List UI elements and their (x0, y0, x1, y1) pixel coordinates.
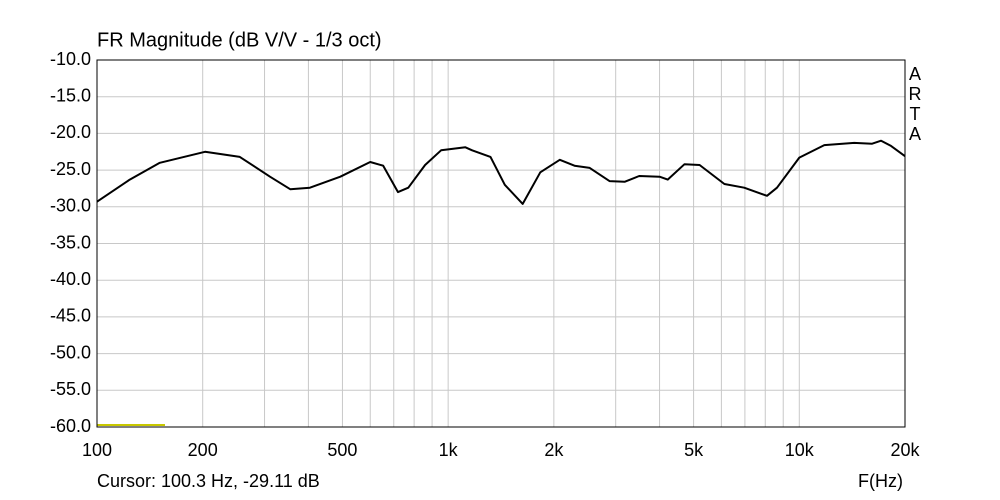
x-axis-label: F(Hz) (858, 471, 903, 491)
y-tick-label: -15.0 (50, 85, 91, 105)
x-tick-label: 1k (439, 440, 459, 460)
x-tick-label: 100 (82, 440, 112, 460)
x-tick-label: 10k (785, 440, 815, 460)
y-tick-label: -55.0 (50, 379, 91, 399)
x-tick-label: 5k (684, 440, 704, 460)
chart-title: FR Magnitude (dB V/V - 1/3 oct) (97, 29, 382, 51)
y-tick-label: -10.0 (50, 49, 91, 69)
plot-frame (96, 59, 906, 428)
y-tick-label: -50.0 (50, 342, 91, 362)
y-tick-label: -25.0 (50, 159, 91, 179)
x-tick-label: 200 (188, 440, 218, 460)
x-tick-label: 500 (327, 440, 357, 460)
y-tick-label: -45.0 (50, 306, 91, 326)
x-tick-label: 2k (544, 440, 564, 460)
y-tick-label: -20.0 (50, 122, 91, 142)
response-curve (96, 139, 906, 205)
y-tick-label: -60.0 (50, 416, 91, 436)
y-tick-label: -30.0 (50, 196, 91, 216)
brand: ARTA (905, 64, 925, 144)
y-tick-label: -35.0 (50, 232, 91, 252)
y-tick-label: -40.0 (50, 269, 91, 289)
cursor-readout: Cursor: 100.3 Hz, -29.11 dB (97, 471, 320, 491)
x-tick-label: 20k (890, 440, 920, 460)
